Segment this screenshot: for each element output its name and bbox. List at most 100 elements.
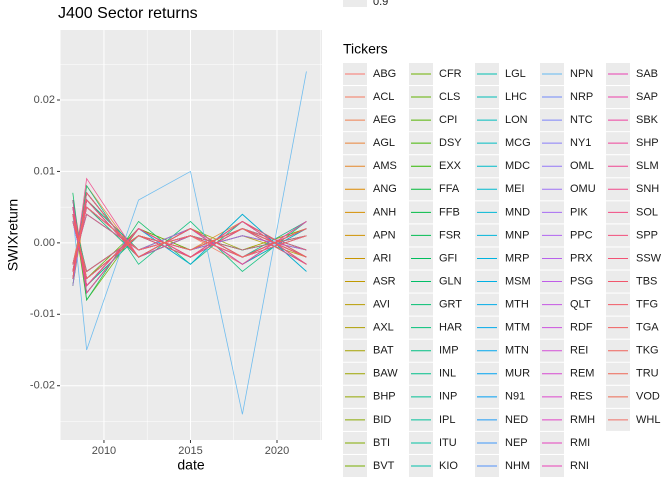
legend-label: ACL: [373, 91, 394, 103]
legend-label: TFG: [636, 299, 658, 311]
legend-label: SHP: [636, 137, 659, 149]
legend-label: MNP: [505, 229, 529, 241]
legend-label: REI: [570, 345, 588, 357]
legend-title: Tickers: [343, 41, 388, 57]
legend-label: AMS: [373, 160, 397, 172]
legend-label: LHC: [505, 91, 527, 103]
legend-label: RNI: [570, 460, 589, 472]
legend-label: INL: [439, 368, 456, 380]
legend-label: LON: [505, 114, 528, 126]
legend-label: OML: [570, 160, 594, 172]
legend-label: SAB: [636, 68, 658, 80]
legend-label: N91: [505, 391, 525, 403]
legend-label: NY1: [570, 137, 591, 149]
legend-label: LGL: [505, 68, 526, 80]
legend-label: ITU: [439, 437, 457, 449]
legend-label: IPL: [439, 414, 456, 426]
chart-title: J400 Sector returns: [58, 5, 198, 22]
legend-label: FFB: [439, 206, 460, 218]
legend-label: ASR: [373, 275, 396, 287]
legend-label: SAP: [636, 91, 658, 103]
legend-label: GFI: [439, 252, 457, 264]
legend-label: KIO: [439, 460, 458, 472]
legend-label: QLT: [570, 299, 591, 311]
legend-label: SPP: [636, 229, 658, 241]
legend-label: IMP: [439, 345, 459, 357]
legend-label: NPN: [570, 68, 593, 80]
legend-label: OMU: [570, 183, 596, 195]
legend-label: TRU: [636, 368, 659, 380]
legend-label: INP: [439, 391, 457, 403]
legend-label: MTN: [505, 345, 529, 357]
legend-label: SNH: [636, 183, 659, 195]
legend-label: ABG: [373, 68, 396, 80]
legend-label: BHP: [373, 391, 396, 403]
legend-label: AVI: [373, 299, 390, 311]
legend-label: WHL: [636, 414, 660, 426]
alpha-legend-key: [343, 0, 367, 7]
legend-label: NRP: [570, 91, 593, 103]
legend-label: AGL: [373, 137, 395, 149]
series-line: [72, 206, 307, 265]
legend-label: VOD: [636, 391, 660, 403]
legend-label: MUR: [505, 368, 530, 380]
legend-label: NED: [505, 414, 528, 426]
legend-label: NTC: [570, 114, 593, 126]
legend-label: CFR: [439, 68, 462, 80]
alpha-legend-label: 0.9: [373, 0, 388, 8]
legend-label: RMH: [570, 414, 595, 426]
x-tick-label: 2010: [92, 445, 116, 457]
lines: [72, 71, 307, 415]
legend-label: GRT: [439, 299, 462, 311]
legend-label: RES: [570, 391, 593, 403]
y-tick-label: 0.02: [34, 94, 55, 106]
legend-label: MND: [505, 206, 530, 218]
legend: ABG ACL AEG AGL AMS ANG ANH APN ARI ASR AVI AXL BAT B…: [343, 63, 662, 478]
legend-label: APN: [373, 229, 396, 241]
legend-label: DSY: [439, 137, 462, 149]
legend-label: NHM: [505, 460, 530, 472]
legend-label: SBK: [636, 114, 659, 126]
legend-label: SLM: [636, 160, 659, 172]
y-tick-label: 0.01: [34, 165, 55, 177]
legend-label: BAW: [373, 368, 398, 380]
legend-label: PSG: [570, 275, 593, 287]
legend-label: TKG: [636, 345, 659, 357]
legend-label: ANG: [373, 183, 397, 195]
x-tick-label: 2020: [265, 445, 289, 457]
legend-label: TBS: [636, 275, 657, 287]
legend-label: CLS: [439, 91, 460, 103]
legend-label: AEG: [373, 114, 396, 126]
legend-label: MTM: [505, 322, 530, 334]
legend-label: EXX: [439, 160, 462, 172]
y-tick-label: -0.01: [30, 308, 55, 320]
legend-label: SSW: [636, 252, 662, 264]
legend-label: BAT: [373, 345, 394, 357]
legend-label: ANH: [373, 206, 396, 218]
legend-label: PIK: [570, 206, 588, 218]
x-axis-title: date: [177, 457, 204, 473]
legend-label: SOL: [636, 206, 658, 218]
y-axis-title: SWIXreturn: [5, 199, 21, 271]
legend-label: RMI: [570, 437, 590, 449]
legend-label: PPC: [570, 229, 593, 241]
legend-label: MTH: [505, 299, 529, 311]
y-tick-label: -0.02: [30, 380, 55, 392]
legend-label: MEI: [505, 183, 525, 195]
legend-label: BVT: [373, 460, 395, 472]
legend-label: FSR: [439, 229, 461, 241]
legend-label: REM: [570, 368, 594, 380]
legend-label: CPI: [439, 114, 457, 126]
y-tick-label: 0.00: [34, 237, 55, 249]
legend-label: BID: [373, 414, 391, 426]
legend-label: AXL: [373, 322, 394, 334]
legend-label: PRX: [570, 252, 593, 264]
legend-label: FFA: [439, 183, 460, 195]
legend-label: MRP: [505, 252, 529, 264]
legend-label: GLN: [439, 275, 462, 287]
legend-label: HAR: [439, 322, 462, 334]
legend-label: ARI: [373, 252, 391, 264]
legend-label: MCG: [505, 137, 531, 149]
